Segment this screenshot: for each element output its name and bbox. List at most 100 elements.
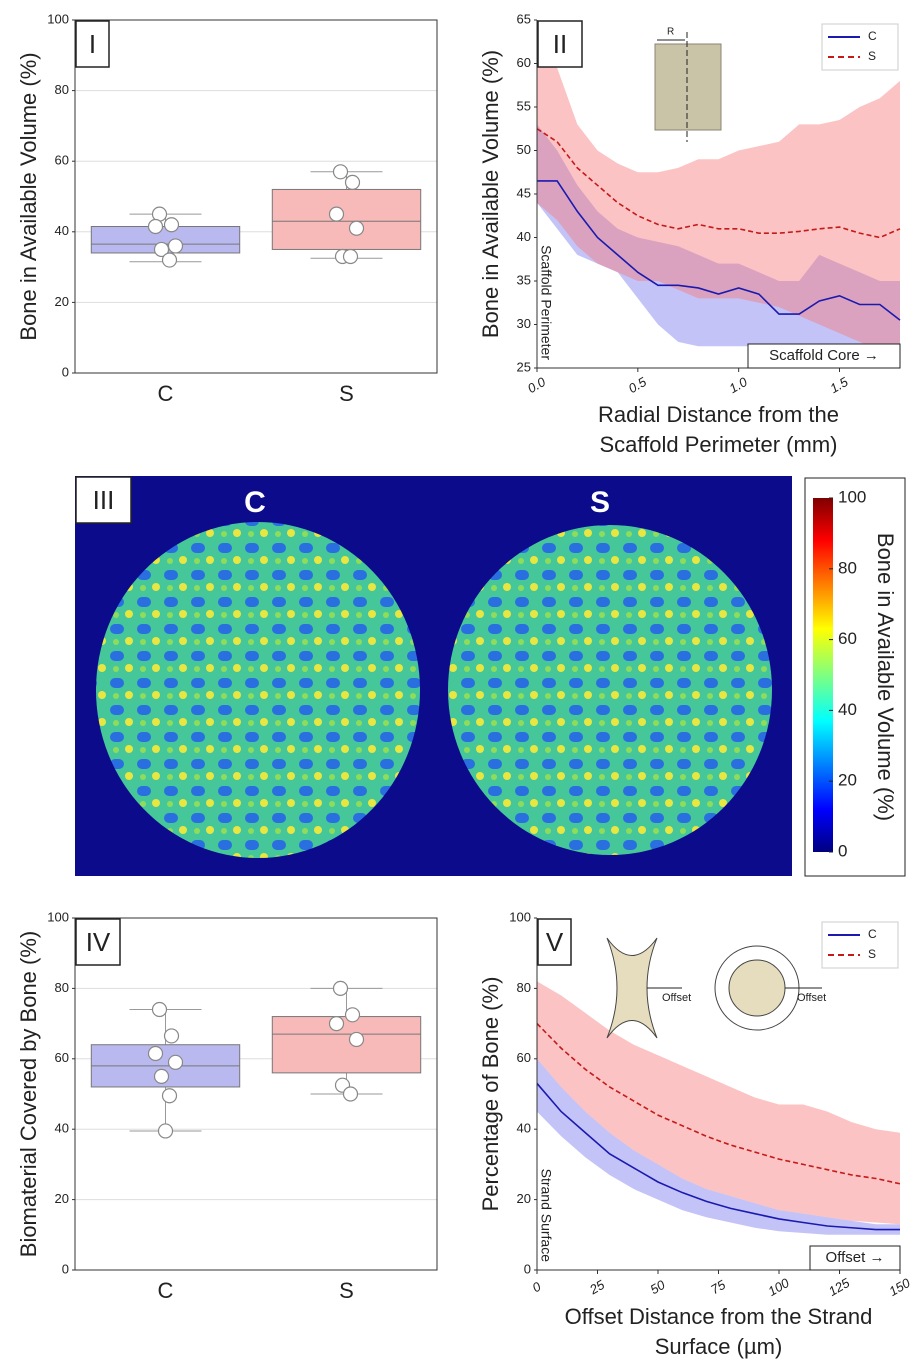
plot-frame	[74, 19, 438, 374]
y-tick-label: 40	[55, 223, 69, 238]
colorbar-tick-label: 40	[838, 700, 857, 719]
y-tick-label: 0	[62, 1261, 69, 1276]
data-point	[153, 241, 170, 258]
legend-box	[821, 23, 899, 71]
data-point	[161, 1088, 178, 1104]
panel-label-box	[537, 20, 583, 68]
x-axis-label: Radial Distance from the	[598, 402, 839, 427]
legend-label: S	[868, 49, 876, 63]
y-tick-label: 80	[55, 82, 69, 97]
y-tick-label: 60	[55, 1050, 69, 1065]
panel-label-box	[537, 918, 572, 966]
cross-strand	[606, 937, 658, 1039]
y-tick-label: 80	[517, 980, 531, 995]
x-axis-label: Offset Distance from the Strand	[565, 1304, 873, 1329]
annotation: Strand Surface	[538, 1169, 554, 1263]
y-tick-label: 30	[517, 316, 531, 331]
x-tick-label: 100	[765, 1275, 792, 1299]
colorbar	[813, 498, 833, 852]
legend-label: C	[868, 927, 877, 941]
y-tick-label: 25	[517, 359, 531, 374]
scaffold-inset	[654, 43, 722, 131]
x-tick-label: 25	[586, 1277, 608, 1298]
series-line	[537, 180, 901, 321]
panel-label: I	[89, 29, 96, 59]
heatmap-disc	[96, 522, 420, 858]
y-tick-label: 50	[517, 142, 531, 157]
x-tick-label: 50	[647, 1277, 668, 1298]
series-line	[536, 1082, 900, 1231]
data-point	[332, 164, 349, 180]
x-tick-label: C	[158, 381, 174, 406]
colorbar-tick-label: 100	[838, 487, 866, 506]
data-point	[167, 238, 184, 254]
band	[537, 124, 900, 360]
x-axis-label: Scaffold Perimeter (mm)	[600, 432, 838, 457]
colorbar-tick-label: 0	[838, 841, 847, 860]
x-tick-label: 1.5	[827, 374, 851, 396]
legend-label: S	[868, 947, 876, 961]
x-tick-label: C	[158, 1278, 174, 1303]
panel-label: V	[546, 927, 564, 957]
x-tick-label: 0.5	[626, 374, 650, 396]
data-point	[348, 220, 365, 236]
data-point	[328, 206, 345, 222]
y-tick-label: 40	[55, 1121, 69, 1136]
data-point	[157, 1123, 174, 1139]
band	[537, 1058, 900, 1235]
data-point	[328, 1015, 345, 1032]
box	[271, 1016, 422, 1074]
colorbar-tick-label: 60	[838, 629, 857, 648]
data-point	[167, 1054, 184, 1070]
y-tick-label: 0	[524, 1261, 531, 1276]
colorbar-tick-label: 80	[838, 558, 857, 577]
y-tick-label: 60	[517, 55, 531, 70]
annotation-box	[809, 1245, 901, 1271]
plot-frame	[74, 917, 438, 1271]
y-tick-label: 40	[517, 1121, 531, 1136]
x-tick-label: 125	[826, 1275, 853, 1299]
data-point	[163, 1028, 180, 1044]
series-line	[536, 1023, 901, 1185]
panel-label-box	[75, 476, 132, 524]
heatmap-title: C	[244, 486, 266, 519]
y-tick-label: 60	[517, 1050, 531, 1065]
data-point	[344, 1007, 361, 1023]
data-point	[348, 1031, 365, 1048]
x-axis-label: Surface (µm)	[655, 1334, 783, 1359]
y-axis-label: Biomaterial Covered by Bone (%)	[16, 931, 41, 1257]
annotation: Scaffold Core →	[769, 347, 879, 364]
annotation-box	[747, 343, 901, 369]
data-point	[344, 174, 361, 190]
legend-box	[821, 921, 899, 969]
y-tick-label: 35	[517, 272, 531, 287]
band	[537, 981, 900, 1225]
x-tick-label: 75	[708, 1277, 729, 1298]
x-tick-label: 0	[530, 1278, 544, 1295]
x-tick-label: S	[339, 381, 354, 406]
panel-label: III	[93, 485, 115, 515]
y-tick-label: 20	[517, 1191, 531, 1206]
y-tick-label: 0	[62, 364, 69, 379]
heatmap-title: S	[590, 486, 610, 519]
data-point	[332, 980, 349, 997]
y-axis-label: Bone in Available Volume (%)	[16, 52, 41, 340]
data-point	[153, 1068, 170, 1085]
y-tick-label: 100	[509, 909, 531, 924]
x-tick-label: S	[339, 1278, 354, 1303]
y-axis-label: Bone in Available Volume (%)	[478, 50, 503, 338]
annotation: R	[667, 27, 674, 38]
y-tick-label: 80	[55, 980, 69, 995]
panel-label: II	[553, 29, 567, 59]
x-tick-label: 0.0	[525, 374, 549, 396]
panel-label-box	[75, 918, 121, 966]
y-axis-label: Percentage of Bone (%)	[478, 977, 503, 1212]
data-point	[161, 252, 178, 268]
annotation: Offset	[662, 992, 691, 1004]
y-tick-label: 60	[55, 153, 69, 168]
colorbar-label: Bone in Available Volume (%)	[873, 533, 898, 821]
y-tick-label: 20	[55, 1191, 69, 1206]
y-tick-label: 100	[47, 909, 69, 924]
data-point	[147, 1045, 164, 1062]
y-tick-label: 20	[55, 294, 69, 309]
